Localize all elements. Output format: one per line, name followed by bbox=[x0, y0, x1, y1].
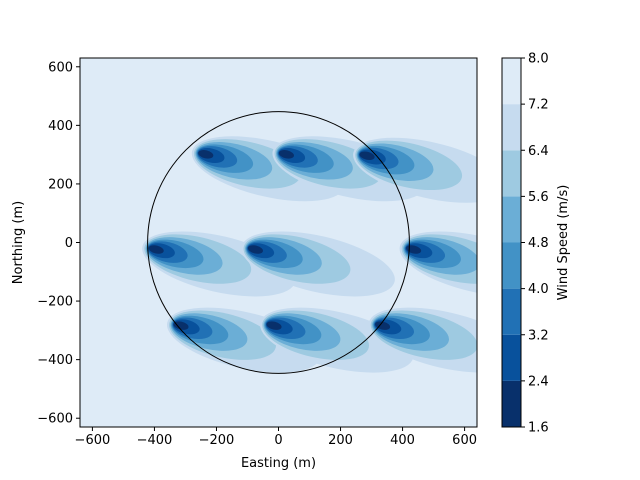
wake-contour-level bbox=[266, 321, 282, 330]
colorbar-band bbox=[502, 150, 521, 197]
x-tick-label: 0 bbox=[274, 433, 282, 448]
plot-area: −600 −400 −200 0 200 400 600 −600 −400 −200 0 200 4… bbox=[11, 57, 478, 471]
wake-contour-level bbox=[173, 321, 189, 330]
x-tick-label: 200 bbox=[328, 433, 353, 448]
x-tick-label: 600 bbox=[452, 433, 477, 448]
colorbar-tick-label: 5.6 bbox=[528, 190, 549, 205]
wake-contour-level bbox=[375, 321, 391, 330]
colorbar-band bbox=[502, 196, 521, 243]
wake-contour-level bbox=[359, 151, 375, 161]
wake-contours bbox=[142, 136, 477, 373]
y-tick-label: 0 bbox=[65, 236, 73, 251]
turbine-wake-5 bbox=[241, 231, 395, 297]
y-axis: −600 −400 −200 0 200 400 600 bbox=[37, 60, 80, 427]
x-tick-label: 400 bbox=[390, 433, 415, 448]
colorbar-band bbox=[502, 334, 521, 381]
wake-contour-level bbox=[148, 245, 164, 254]
x-tick-label: −400 bbox=[137, 433, 173, 448]
y-tick-label: 400 bbox=[48, 119, 73, 134]
y-axis-label: Northing (m) bbox=[11, 201, 26, 284]
wake-contour-level bbox=[406, 245, 422, 254]
y-tick-label: −600 bbox=[37, 412, 73, 427]
x-tick-label: −200 bbox=[199, 433, 235, 448]
y-tick-label: −400 bbox=[37, 353, 73, 368]
wake-contour-level bbox=[198, 150, 214, 159]
x-axis-label: Easting (m) bbox=[241, 456, 316, 471]
turbine-wake-6 bbox=[399, 231, 477, 297]
turbine-wake-3 bbox=[353, 137, 477, 203]
colorbar-tick-label: 2.4 bbox=[528, 374, 549, 389]
colorbar: 1.6 2.4 3.2 4.0 4.8 5.6 6.4 7.2 8.0 bbox=[501, 52, 549, 436]
colorbar-tick-label: 7.2 bbox=[528, 98, 549, 113]
farm-boundary-circle bbox=[147, 111, 410, 374]
colorbar-band bbox=[502, 242, 521, 289]
colorbar-label: Wind Speed (m/s) bbox=[556, 185, 571, 301]
colorbar-band bbox=[502, 288, 521, 335]
colorbar-tick-label: 8.0 bbox=[528, 52, 549, 67]
colorbar-tick-label: 3.2 bbox=[528, 328, 549, 343]
colorbar-tick-label: 4.8 bbox=[528, 236, 549, 251]
colorbar-band bbox=[502, 104, 521, 151]
wake-contour-level bbox=[278, 150, 294, 159]
y-tick-label: 600 bbox=[48, 60, 73, 75]
x-axis: −600 −400 −200 0 200 400 600 bbox=[75, 427, 477, 448]
colorbar-tick-label: 4.0 bbox=[528, 282, 549, 297]
colorbar-tick-label: 6.4 bbox=[528, 144, 549, 159]
colorbar-tick-label: 1.6 bbox=[528, 421, 549, 436]
wake-contour-level bbox=[247, 245, 263, 254]
y-tick-label: 200 bbox=[48, 177, 73, 192]
y-tick-label: −200 bbox=[37, 295, 73, 310]
x-tick-label: −600 bbox=[75, 433, 111, 448]
colorbar-band bbox=[502, 58, 521, 105]
colorbar-band bbox=[502, 380, 521, 427]
